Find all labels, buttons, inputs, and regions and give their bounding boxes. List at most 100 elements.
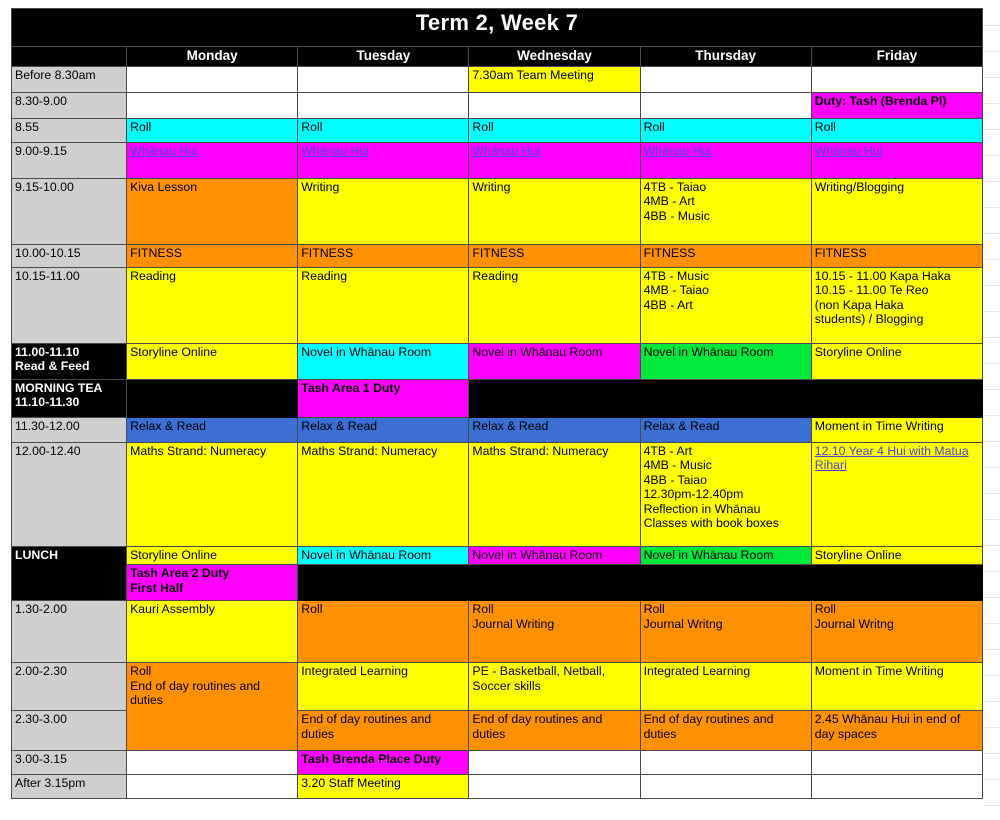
cell-fri[interactable]: Moment in Time Writing [810, 416, 984, 443]
cell-thu[interactable]: Relax & Read [639, 416, 812, 443]
cell-thu[interactable]: Roll Journal Writng [639, 600, 812, 664]
cell-thu[interactable] [639, 378, 812, 418]
cell-mon[interactable]: Reading [126, 266, 299, 344]
cell-fri[interactable]: Duty: Tash (Brenda PI) [810, 91, 984, 119]
cell-mon[interactable]: Maths Strand: Numeracy [126, 441, 299, 547]
cell-fri[interactable] [810, 750, 984, 776]
cell-tue[interactable]: Novel in Whānau Room [297, 545, 470, 566]
cell-wed[interactable]: Reading [468, 266, 641, 344]
whanau-hui-link[interactable]: Whānau Hui [130, 143, 198, 158]
cell-mon[interactable]: Storyline Online [126, 545, 299, 566]
cell-tue[interactable]: Integrated Learning [297, 662, 470, 712]
cell-mon[interactable]: FITNESS [126, 243, 299, 268]
cell-tue[interactable]: Maths Strand: Numeracy [297, 441, 470, 547]
cell-fri[interactable]: Storyline Online [810, 342, 984, 380]
cell-wed[interactable]: Writing [468, 177, 641, 245]
cell-mon[interactable]: Roll [126, 117, 299, 143]
cell-thu[interactable]: Novel in Whānau Room [639, 545, 812, 566]
cell-mon[interactable] [126, 65, 299, 93]
cell-mon[interactable]: Roll End of day routines and duties [126, 662, 299, 752]
cell-mon[interactable]: Whānau Hui [126, 141, 299, 179]
cell-fri[interactable]: FITNESS [810, 243, 984, 268]
cell-wed[interactable]: End of day routines and duties [468, 710, 641, 752]
whanau-hui-link[interactable]: Whānau Hui [643, 143, 712, 158]
cell-fri[interactable] [810, 774, 984, 800]
cell-tue[interactable]: End of day routines and duties [297, 710, 470, 752]
cell-wed[interactable]: PE - Basketball, Netball, Soccer skills [468, 662, 641, 712]
cell-tue[interactable]: FITNESS [297, 243, 470, 268]
cell-wed[interactable]: Roll [468, 117, 641, 143]
cell-mon[interactable]: Storyline Online [126, 342, 299, 380]
cell-mon[interactable]: Kiva Lesson [126, 177, 299, 245]
time-label: Before 8.30am [10, 65, 128, 93]
cell-wed[interactable]: FITNESS [468, 243, 641, 268]
page-title: Term 2, Week 7 [11, 8, 983, 47]
cell-thu[interactable] [639, 750, 812, 776]
cell-thu[interactable]: 4TB - Taiao 4MB - Art 4BB - Music [639, 177, 812, 245]
cell-tue[interactable]: Relax & Read [297, 416, 470, 443]
cell-wed[interactable]: 7.30am Team Meeting [468, 65, 641, 93]
cell-wed[interactable]: Roll Journal Writing [468, 600, 641, 664]
cell-tue[interactable]: Tash Area 1 Duty [297, 378, 470, 418]
cell-fri[interactable]: 12.10 Year 4 Hui with Matua Rihari [810, 441, 984, 547]
cell-mon[interactable] [126, 750, 299, 776]
cell-wed[interactable] [468, 378, 641, 418]
whanau-hui-link[interactable]: Whānau Hui [472, 143, 541, 158]
cell-wed[interactable] [468, 774, 641, 800]
cell-tue[interactable] [297, 91, 470, 119]
cell-thu[interactable]: Novel in Whānau Room [639, 342, 812, 380]
cell-fri[interactable]: Storyline Online [810, 545, 984, 566]
cell-wed[interactable]: Whānau Hui [468, 141, 641, 179]
cell-fri[interactable]: Moment in Time Writing [810, 662, 984, 712]
cell-tue[interactable]: Tash Brenda Place Duty [297, 750, 470, 776]
cell-fri[interactable]: Writing/Blogging [810, 177, 984, 245]
time-label: 11.30-12.00 [10, 416, 128, 443]
cell-tue[interactable]: Novel in Whānau Room [297, 342, 470, 380]
cell-fri[interactable]: Roll [810, 117, 984, 143]
whanau-hui-link[interactable]: Whānau Hui [301, 143, 369, 158]
whanau-hui-link[interactable]: Whānau Hui [814, 143, 883, 158]
cell-tue[interactable]: Whānau Hui [297, 141, 470, 179]
cell-thu[interactable] [639, 774, 812, 800]
cell-mon[interactable] [126, 91, 299, 119]
cell-fri[interactable]: 10.15 - 11.00 Kapa Haka 10.15 - 11.00 Te … [810, 266, 984, 344]
cell-tue[interactable] [297, 65, 470, 93]
cell-tue[interactable] [297, 564, 470, 602]
cell-mon[interactable]: Kauri Assembly [126, 600, 299, 664]
cell-thu[interactable]: 4TB - Art 4MB - Music 4BB - Taiao 12.30pm-1… [639, 441, 812, 547]
cell-thu[interactable]: Roll [639, 117, 812, 143]
cell-wed[interactable]: Maths Strand: Numeracy [468, 441, 641, 547]
cell-fri[interactable]: Whānau Hui [810, 141, 984, 179]
cell-mon[interactable]: Relax & Read [126, 416, 299, 443]
cell-tue[interactable]: Writing [297, 177, 470, 245]
cell-mon[interactable]: Tash Area 2 Duty First Half [126, 564, 299, 602]
cell-thu[interactable]: Integrated Learning [639, 662, 812, 712]
cell-wed[interactable]: Novel in Whānau Room [468, 545, 641, 566]
cell-thu[interactable]: 4TB - Music 4MB - Taiao 4BB - Art [639, 266, 812, 344]
cell-thu[interactable]: Whānau Hui [639, 141, 812, 179]
cell-thu[interactable] [639, 65, 812, 93]
cell-fri[interactable] [810, 564, 984, 602]
cell-fri[interactable]: 2.45 Whānau Hui in end of day spaces [810, 710, 984, 752]
cell-tue[interactable]: Reading [297, 266, 470, 344]
cell-wed[interactable] [468, 564, 641, 602]
cell-tue[interactable]: Roll [297, 117, 470, 143]
cell-fri[interactable]: Roll Journal Writng [810, 600, 984, 664]
cell-wed[interactable]: Relax & Read [468, 416, 641, 443]
cell-wed[interactable] [468, 750, 641, 776]
time-label: 1.30-2.00 [10, 600, 128, 664]
cell-mon[interactable] [126, 378, 299, 418]
cell-thu[interactable] [639, 91, 812, 119]
cell-wed[interactable]: Novel in Whānau Room [468, 342, 641, 380]
cell-fri[interactable] [810, 378, 984, 418]
cell-tue[interactable]: 3.20 Staff Meeting [297, 774, 470, 800]
spreadsheet-gridlines [983, 0, 1000, 820]
cell-mon[interactable] [126, 774, 299, 800]
cell-wed[interactable] [468, 91, 641, 119]
cell-fri[interactable] [810, 65, 984, 93]
cell-thu[interactable] [639, 564, 812, 602]
year4-hui-link[interactable]: 12.10 Year 4 Hui with Matua Rihari [814, 443, 969, 473]
cell-thu[interactable]: End of day routines and duties [639, 710, 812, 752]
cell-thu[interactable]: FITNESS [639, 243, 812, 268]
cell-tue[interactable]: Roll [297, 600, 470, 664]
